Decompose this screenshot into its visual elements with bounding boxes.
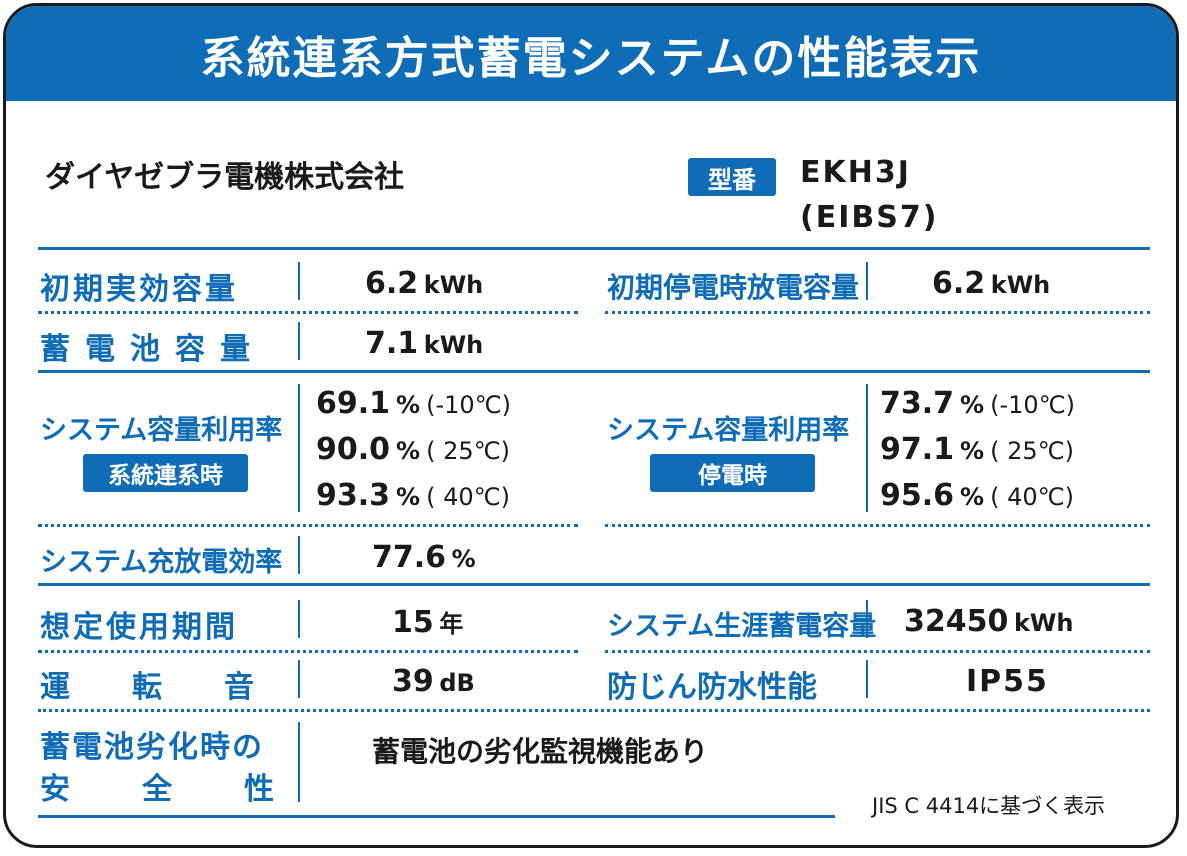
- footer-note: JIS C 4414に基づく表示: [872, 794, 1106, 818]
- divider-dotted: [38, 709, 1150, 712]
- grid-badge: 系統連系時: [83, 454, 248, 492]
- noise-label: 運転音: [40, 670, 316, 705]
- temperature: ( 40℃): [990, 483, 1074, 511]
- unit: %: [451, 545, 476, 573]
- model-badge: 型番: [688, 158, 776, 196]
- divider-dotted: [38, 524, 578, 527]
- grid-utilization-entry: 93.3%( 40℃): [316, 478, 510, 513]
- unit: 年: [439, 610, 464, 638]
- temperature: (-10℃): [990, 391, 1075, 419]
- value: 15: [392, 605, 434, 640]
- grid-utilization-entry: 69.1% (-10℃): [316, 386, 511, 421]
- column-separator: [298, 536, 300, 574]
- outage-utilization-label: システム容量利用率: [607, 415, 850, 446]
- company-name: ダイヤゼブラ電機株式会社: [45, 160, 405, 195]
- value: 73.7: [880, 386, 955, 421]
- divider-dotted: [605, 524, 1150, 527]
- outage-badge: 停電時: [650, 454, 815, 492]
- column-separator: [866, 262, 868, 300]
- column-separator: [866, 384, 868, 512]
- battery-capacity-value: 7.1 kWh: [365, 326, 483, 361]
- value: 7.1: [365, 326, 419, 361]
- temperature: ( 25℃): [426, 437, 510, 465]
- unit: kWh: [423, 271, 484, 299]
- safety-label-line2: 安全性: [40, 772, 346, 807]
- safety-label-line1: 蓄電池劣化時の: [40, 730, 264, 765]
- divider-dotted: [605, 650, 1150, 653]
- temperature: ( 40℃): [426, 483, 510, 511]
- label-text: 蓄電池容量: [40, 324, 275, 368]
- unit: dB: [439, 669, 475, 697]
- unit: %: [960, 437, 985, 465]
- column-separator: [298, 660, 300, 698]
- unit: kWh: [1013, 609, 1074, 637]
- divider-line: [38, 815, 835, 818]
- unit: %: [960, 391, 985, 419]
- lifetime-storage-value: 32450 kWh: [904, 604, 1073, 639]
- divider-dotted: [38, 311, 578, 314]
- divider-line: [38, 583, 1150, 586]
- unit: %: [396, 437, 421, 465]
- unit: %: [396, 391, 421, 419]
- outage-utilization-entry: 73.7% (-10℃): [880, 386, 1075, 421]
- value: 39: [392, 664, 434, 699]
- page-title: 系統連系方式蓄電システムの性能表示: [200, 32, 982, 84]
- efficiency-value: 77.6 %: [372, 540, 476, 575]
- divider-line: [38, 370, 1150, 373]
- grid-utilization-entry: 90.0%( 25℃): [316, 432, 510, 467]
- water-label: 防じん防水性能: [607, 670, 817, 705]
- unit: kWh: [423, 331, 484, 359]
- column-separator: [298, 384, 300, 512]
- divider-dotted: [38, 650, 578, 653]
- column-separator: [866, 660, 868, 698]
- divider-dotted: [605, 311, 1150, 314]
- value: 6.2: [365, 266, 419, 301]
- value: 90.0: [316, 432, 391, 467]
- temperature: (-10℃): [426, 391, 511, 419]
- column-separator: [298, 262, 300, 300]
- column-separator: [298, 322, 300, 360]
- text: 蓄電池容量: [40, 332, 265, 367]
- value: 93.3: [316, 478, 391, 513]
- lifetime-label: 想定使用期間: [40, 610, 238, 645]
- column-separator: [866, 600, 868, 638]
- value: 69.1: [316, 386, 391, 421]
- outage-capacity-label: 初期停電時放電容量: [607, 271, 860, 304]
- lifetime-storage-label: システム生涯蓄電容量: [607, 611, 877, 642]
- column-separator: [298, 722, 300, 802]
- water-value: IP55: [966, 664, 1049, 699]
- value: 77.6: [372, 540, 447, 575]
- model-number-alt: (EIBS7): [800, 200, 939, 235]
- initial-capacity-value: 6.2 kWh: [365, 266, 483, 301]
- value: 97.1: [880, 432, 955, 467]
- grid-utilization-label: システム容量利用率: [40, 415, 283, 446]
- lifetime-value: 15 年: [392, 604, 463, 640]
- noise-value: 39 dB: [392, 664, 475, 699]
- battery-capacity-label: 蓄電池容量: [40, 324, 275, 368]
- model-number: EKH3J: [800, 155, 911, 190]
- safety-value: 蓄電池の劣化監視機能あり: [372, 735, 709, 768]
- performance-label-card: 系統連系方式蓄電システムの性能表示: [3, 3, 1179, 848]
- divider-line: [38, 247, 1150, 250]
- outage-utilization-entry: 95.6%( 40℃): [880, 478, 1074, 513]
- efficiency-label: システム充放電効率: [40, 547, 283, 578]
- unit: %: [960, 483, 985, 511]
- value: 32450: [904, 604, 1009, 639]
- column-separator: [298, 600, 300, 638]
- header-bar: 系統連系方式蓄電システムの性能表示: [6, 6, 1176, 101]
- unit: kWh: [990, 271, 1051, 299]
- value: 95.6: [880, 478, 955, 513]
- unit: %: [396, 483, 421, 511]
- outage-capacity-value: 6.2 kWh: [932, 266, 1050, 301]
- value: 6.2: [932, 266, 986, 301]
- outage-utilization-entry: 97.1%( 25℃): [880, 432, 1074, 467]
- initial-capacity-label: 初期実効容量: [40, 272, 238, 307]
- temperature: ( 25℃): [990, 437, 1074, 465]
